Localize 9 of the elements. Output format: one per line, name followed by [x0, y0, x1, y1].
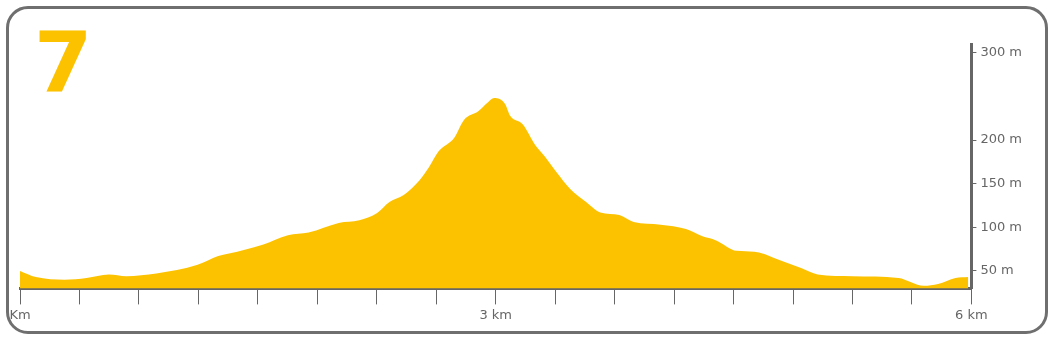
chart-title: 7: [34, 14, 93, 112]
y-tick-label: 100 m: [980, 218, 1022, 234]
x-tick-label: Km: [9, 306, 31, 322]
x-tick-label: 3 km: [479, 306, 512, 322]
y-tick-label: 150 m: [980, 175, 1022, 191]
y-tick-label: 300 m: [980, 44, 1022, 60]
x-tick-label: 6 km: [955, 306, 988, 322]
y-tick-label: 200 m: [980, 131, 1022, 147]
y-tick-label: 50 m: [980, 262, 1014, 278]
